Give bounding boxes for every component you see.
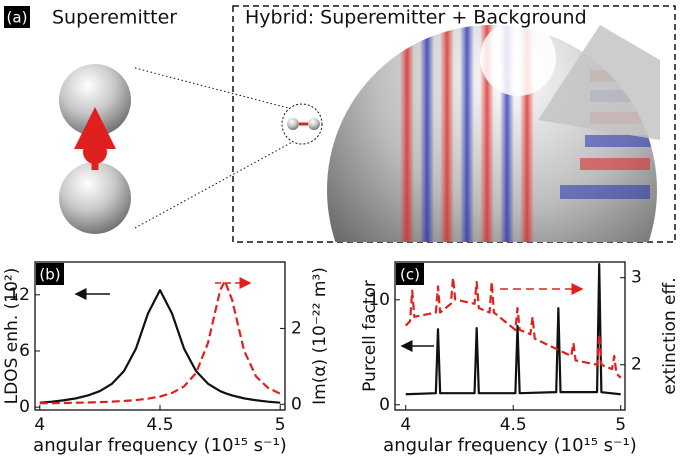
figure: (a) Superemitter Hybrid: Superemitter + … (0, 0, 686, 457)
y2-tick-label: 2 (631, 355, 642, 375)
panel-label: (b) (39, 266, 60, 284)
y-tick-label: 0 (379, 395, 390, 415)
x-tick-label: 4.5 (500, 415, 527, 435)
x-tick-label: 4 (34, 415, 45, 435)
series-line (40, 281, 280, 403)
plot-frame (395, 262, 625, 410)
y-axis-label: Purcell factor (360, 280, 380, 392)
plot-frame (35, 262, 285, 410)
zoom-line (135, 140, 296, 228)
sphere (308, 118, 320, 130)
x-tick-label: 5 (275, 415, 286, 435)
y2-tick-label: 2 (291, 318, 302, 338)
y2-axis-label: Im(α) (10⁻²² m³) (310, 267, 330, 405)
y2-axis-label: extinction eff. (660, 277, 680, 394)
x-tick-label: 4 (400, 415, 411, 435)
y-axis-label: LDOS enh. (10²) (2, 268, 22, 405)
inset-title: Hybrid: Superemitter + Background (245, 7, 587, 29)
y2-tick-label: 3 (631, 268, 642, 288)
page: (a) Superemitter Hybrid: Superemitter + … (0, 0, 686, 461)
zoom-line (135, 68, 296, 110)
sphere (287, 118, 299, 130)
panel-label: (a) (7, 9, 28, 27)
panel-label: (c) (400, 266, 420, 284)
x-tick-label: 5 (615, 415, 626, 435)
x-tick-label: 4.5 (146, 415, 173, 435)
sphere (59, 162, 131, 234)
dipole (83, 140, 107, 164)
x-axis-label: angular frequency (10¹⁵ s⁻¹) (33, 435, 287, 456)
panel-title: Superemitter (52, 7, 177, 29)
series-line (406, 278, 621, 378)
x-axis-label: angular frequency (10¹⁵ s⁻¹) (383, 435, 637, 456)
sphere (59, 64, 131, 136)
y2-tick-label: 0 (291, 394, 302, 414)
